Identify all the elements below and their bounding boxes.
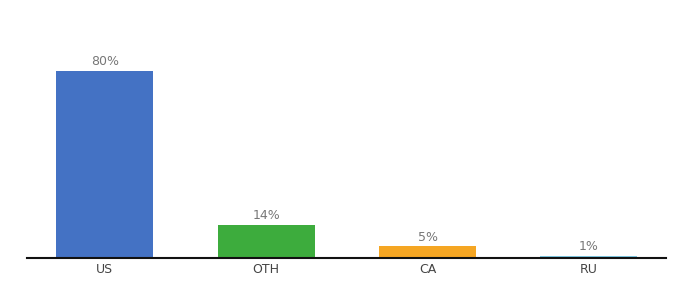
Bar: [218, 225, 315, 258]
Bar: [56, 71, 153, 258]
Bar: [541, 256, 637, 258]
Bar: [379, 246, 476, 258]
Text: 5%: 5%: [418, 230, 437, 244]
Text: 80%: 80%: [90, 55, 119, 68]
Text: 14%: 14%: [252, 209, 280, 223]
Text: 1%: 1%: [579, 240, 599, 253]
